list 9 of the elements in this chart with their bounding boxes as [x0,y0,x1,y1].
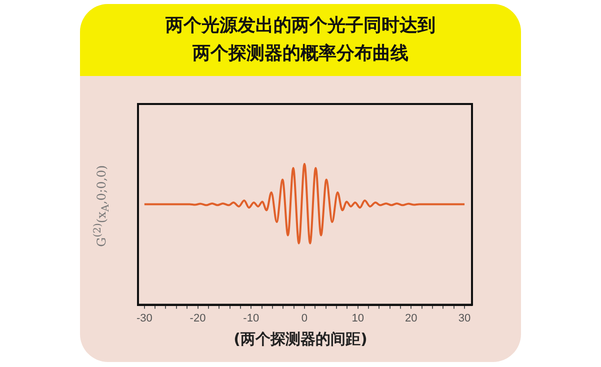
x-tick-label: 10 [352,312,364,324]
x-tick-label: 20 [405,312,418,324]
x-tick-label: -10 [243,312,260,324]
x-tick-label: -20 [190,312,206,324]
x-tick-label: 0 [301,312,308,324]
x-tick-label: 30 [458,312,471,324]
x-tick-label: -30 [136,312,152,324]
x-axis-title: (两个探测器的间距) [232,330,368,349]
chart-title: 两个光源发出的两个光子同时达到两个探测器的概率分布曲线 [164,14,436,66]
